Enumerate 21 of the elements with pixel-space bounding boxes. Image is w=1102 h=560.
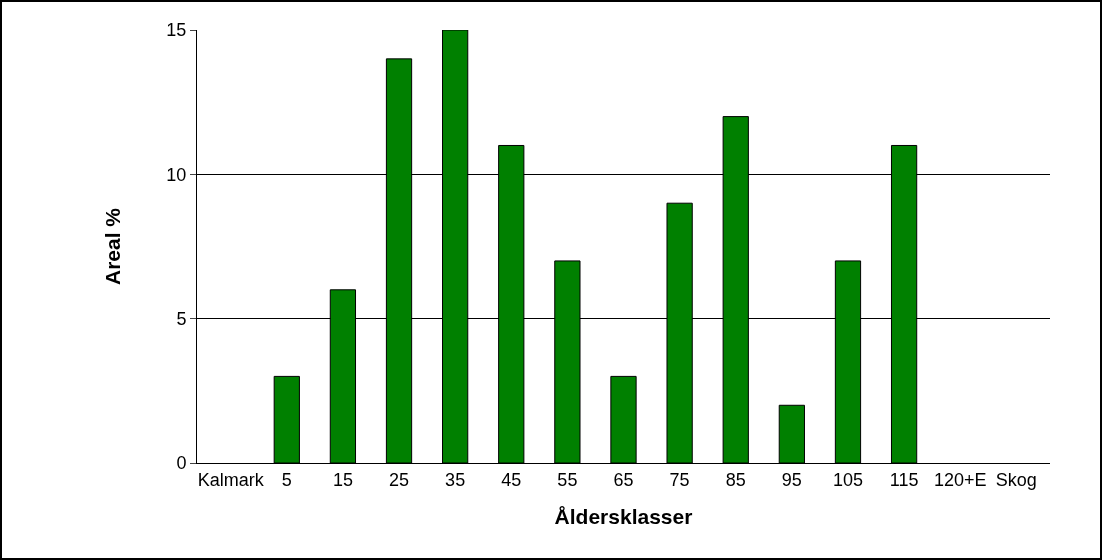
x-tick-label: 105: [832, 469, 863, 490]
x-tick-label: 25: [389, 469, 410, 490]
x-tick-label: 35: [445, 469, 466, 490]
x-tick-label: 15: [332, 469, 353, 490]
x-tick-label: 55: [557, 469, 578, 490]
x-tick-label: Kalmark: [197, 469, 265, 490]
y-tick-label: 10: [166, 164, 187, 185]
x-tick-label: 115: [889, 469, 919, 490]
y-tick-label: 0: [176, 453, 187, 474]
x-tick-label: 5: [281, 469, 292, 490]
y-tick-label: 15: [166, 20, 187, 41]
x-tick-label: 65: [613, 469, 634, 490]
x-tick-label: 45: [501, 469, 522, 490]
x-tick-label: 95: [781, 469, 802, 490]
x-axis-title: Åldersklasser: [554, 504, 693, 528]
x-tick-label: Skog: [995, 469, 1037, 490]
y-axis-title: Areal %: [100, 207, 124, 286]
x-tick-label: 120+E: [933, 469, 987, 490]
x-tick-label: 75: [669, 469, 690, 490]
x-tick-label: 85: [725, 469, 746, 490]
y-tick-label: 5: [176, 308, 187, 329]
